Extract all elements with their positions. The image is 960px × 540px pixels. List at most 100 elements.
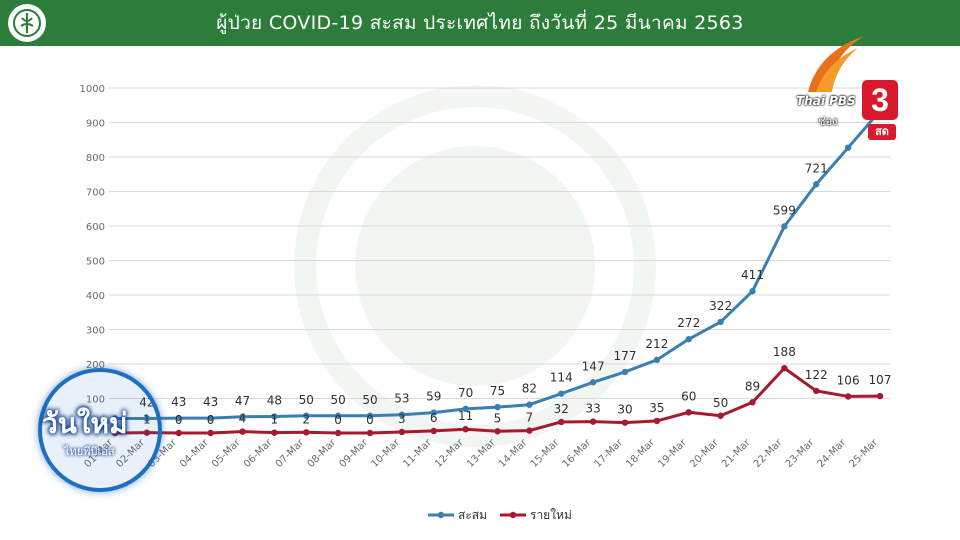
data-point xyxy=(749,399,756,406)
data-label: 6 xyxy=(430,411,438,425)
data-point xyxy=(239,428,246,435)
y-tick-label: 500 xyxy=(86,257,105,268)
data-point xyxy=(621,368,629,376)
data-point xyxy=(494,428,501,435)
data-label: 7 xyxy=(526,411,534,425)
program-subtitle: ไทยพีบีเอส xyxy=(64,445,115,458)
data-point xyxy=(653,417,661,425)
data-point xyxy=(271,413,278,420)
x-tick-label: 05-Mar xyxy=(210,437,243,470)
data-point xyxy=(749,288,756,295)
data-point xyxy=(781,364,788,372)
data-point xyxy=(207,429,214,437)
data-point xyxy=(844,144,852,151)
data-label: 107 xyxy=(869,373,892,387)
data-point xyxy=(526,427,533,434)
data-label: 30 xyxy=(617,403,632,417)
legend-label: สะสม xyxy=(458,508,487,522)
x-tick-label: 19-Mar xyxy=(656,437,689,470)
x-tick-label: 11-Mar xyxy=(401,437,434,470)
data-point xyxy=(430,427,437,435)
x-tick-label: 22-Mar xyxy=(752,437,785,470)
data-label: 43 xyxy=(203,395,218,409)
data-point xyxy=(717,412,724,419)
data-label: 114 xyxy=(550,371,573,385)
data-point xyxy=(239,413,246,420)
data-point xyxy=(558,390,565,397)
data-point xyxy=(175,414,182,422)
data-point xyxy=(685,335,692,343)
data-label: 70 xyxy=(458,386,473,400)
x-tick-label: 04-Mar xyxy=(178,437,211,470)
x-tick-label: 25-Mar xyxy=(847,437,880,470)
data-point xyxy=(717,318,724,326)
data-point xyxy=(462,405,469,413)
x-tick-label: 06-Mar xyxy=(242,437,275,470)
x-tick-label: 07-Mar xyxy=(274,437,307,470)
data-point xyxy=(398,428,406,436)
data-point xyxy=(175,429,182,437)
y-tick-label: 400 xyxy=(86,291,105,302)
data-point xyxy=(366,429,374,437)
chart-legend: สะสม รายใหม่ xyxy=(428,508,572,522)
y-tick-label: 600 xyxy=(86,222,105,233)
data-label: 2 xyxy=(302,412,310,426)
data-point xyxy=(589,418,597,425)
data-point xyxy=(621,419,629,426)
data-label: 50 xyxy=(713,396,728,410)
x-tick-label: 20-Mar xyxy=(688,437,721,470)
data-point xyxy=(526,401,533,408)
data-label: 82 xyxy=(522,382,537,396)
data-label: 0 xyxy=(207,413,215,427)
data-point xyxy=(334,412,342,419)
data-label: 147 xyxy=(582,359,605,373)
data-point xyxy=(558,418,565,426)
channel-caption: ช่อง xyxy=(818,115,838,128)
x-tick-label: 16-Mar xyxy=(561,437,594,470)
data-label: 43 xyxy=(171,395,186,409)
data-point xyxy=(303,412,310,419)
data-point xyxy=(271,429,278,436)
data-label: 322 xyxy=(709,299,732,313)
y-tick-label: 1000 xyxy=(80,84,105,95)
data-label: 11 xyxy=(458,409,473,423)
data-label: 177 xyxy=(614,349,637,363)
program-title: วันใหม่ xyxy=(42,407,128,440)
broadcaster-brand: Thai PBS xyxy=(796,94,856,108)
data-label: 106 xyxy=(837,373,860,387)
data-label: 53 xyxy=(394,392,409,406)
data-label: 122 xyxy=(805,368,828,382)
data-label: 50 xyxy=(330,393,345,407)
data-point xyxy=(781,223,788,230)
data-label: 47 xyxy=(235,394,250,408)
chart-title: ผู้ป่วย COVID-19 สะสม ประเทศไทย ถึงวันที… xyxy=(216,12,744,34)
data-point xyxy=(334,429,342,437)
data-label: 3 xyxy=(398,412,406,426)
x-tick-label: 09-Mar xyxy=(337,437,370,470)
data-label: 272 xyxy=(677,316,700,330)
data-label: 721 xyxy=(805,161,828,175)
x-tick-label: 17-Mar xyxy=(592,437,625,470)
data-label: 4 xyxy=(239,412,247,426)
watermark-seal-icon xyxy=(294,85,656,447)
legend-marker xyxy=(437,511,445,519)
data-label: 1 xyxy=(271,413,279,427)
x-tick-label: 18-Mar xyxy=(624,437,657,470)
data-label: 0 xyxy=(334,413,342,427)
data-point xyxy=(398,411,406,418)
data-point xyxy=(813,181,820,188)
x-tick-label: 23-Mar xyxy=(784,437,817,470)
y-tick-label: 800 xyxy=(86,153,105,164)
legend-label: รายใหม่ xyxy=(530,508,572,522)
x-tick-label: 21-Mar xyxy=(720,437,753,470)
program-logo: วันใหม่ ไทยพีบีเอส xyxy=(38,368,162,492)
legend-marker xyxy=(509,511,517,519)
data-label: 599 xyxy=(773,203,796,217)
data-point xyxy=(207,414,214,422)
data-point xyxy=(876,392,884,400)
x-tick-label: 15-Mar xyxy=(529,437,562,470)
data-label: 50 xyxy=(362,393,377,407)
y-tick-label: 900 xyxy=(86,119,105,130)
data-label: 60 xyxy=(681,389,696,403)
